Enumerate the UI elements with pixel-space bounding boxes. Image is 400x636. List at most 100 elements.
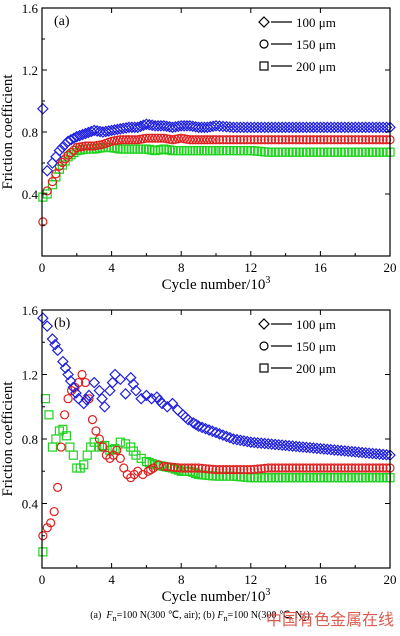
series-0-point bbox=[190, 418, 202, 431]
series-2-point bbox=[179, 146, 189, 156]
legend-entry: 200 μm bbox=[296, 361, 336, 376]
series-0-point bbox=[41, 164, 54, 177]
series-1-point bbox=[263, 135, 273, 145]
series-0-point bbox=[166, 397, 179, 410]
series-0-point bbox=[318, 443, 330, 455]
series-0-point bbox=[124, 371, 137, 384]
series-0-point bbox=[279, 439, 292, 452]
series-0-point bbox=[56, 141, 69, 154]
series-1-point bbox=[124, 135, 134, 145]
series-1-point bbox=[214, 465, 225, 475]
x-tick-label: 4 bbox=[108, 572, 115, 587]
series-1-point bbox=[340, 135, 350, 145]
series-2-point bbox=[199, 146, 209, 156]
series-1-point bbox=[214, 135, 225, 145]
legend-entry: 100 μm bbox=[296, 317, 336, 332]
y-tick-label: 1.6 bbox=[22, 1, 39, 16]
series-0-point bbox=[248, 436, 261, 449]
series-1-point bbox=[333, 463, 343, 473]
series-0-point bbox=[352, 121, 365, 134]
series-1-point bbox=[153, 133, 163, 143]
plot-frame bbox=[41, 309, 391, 569]
series-0-point bbox=[241, 435, 254, 448]
series-1-point bbox=[130, 135, 140, 145]
series-0-point bbox=[359, 121, 372, 134]
x-tick-label: 20 bbox=[384, 572, 397, 587]
series-0-point bbox=[356, 446, 369, 459]
series-0-point bbox=[297, 441, 309, 453]
series-1-point bbox=[357, 135, 367, 145]
y-axis-label: Friction coefficient bbox=[0, 74, 16, 190]
series-0-point bbox=[314, 442, 327, 455]
series-0-point bbox=[293, 440, 306, 453]
series-1-point bbox=[121, 135, 131, 145]
series-0-point bbox=[196, 421, 208, 434]
series-0-point bbox=[349, 446, 362, 458]
series-1-point bbox=[364, 463, 374, 473]
series-1-point bbox=[185, 135, 195, 145]
series-0-point bbox=[156, 397, 168, 410]
series-0-point bbox=[300, 441, 313, 454]
series-2-point bbox=[136, 453, 146, 463]
series-0-point bbox=[300, 121, 313, 134]
series-1-point bbox=[374, 463, 385, 473]
series-1-point bbox=[256, 464, 266, 474]
series-0-point bbox=[373, 448, 386, 461]
series-1-point bbox=[218, 135, 228, 145]
caption-b-end: ) bbox=[306, 610, 310, 621]
caption-b-sub2: 2 bbox=[302, 614, 307, 623]
series-0-point bbox=[276, 439, 288, 451]
series-0-point bbox=[373, 121, 386, 134]
series-1-point bbox=[94, 434, 105, 444]
series-1-point bbox=[235, 465, 245, 475]
series-0-point bbox=[279, 121, 292, 134]
series-1-point bbox=[180, 463, 190, 473]
series-0-point bbox=[251, 437, 264, 449]
series-1-point bbox=[86, 141, 96, 151]
series-0-point bbox=[234, 121, 247, 134]
series-1-point bbox=[301, 135, 312, 145]
series-1-point bbox=[221, 465, 232, 475]
series-1-point bbox=[267, 135, 277, 145]
series-0-point bbox=[286, 440, 299, 452]
series-1-point bbox=[343, 463, 353, 473]
series-0-point bbox=[70, 130, 83, 143]
series-0-point bbox=[227, 433, 240, 445]
series-1-point bbox=[364, 135, 374, 145]
series-1-point bbox=[329, 463, 339, 473]
series-0-point bbox=[356, 121, 369, 134]
series-2-point bbox=[38, 547, 48, 557]
series-1-point bbox=[242, 465, 252, 475]
series-0-point bbox=[377, 448, 389, 461]
x-axis-label: Cycle number/103 bbox=[162, 587, 271, 605]
series-1-point bbox=[312, 135, 322, 145]
series-1-point bbox=[225, 135, 235, 145]
chart-panel-a: 0 4 8 12 16 20 0.4 0.8 1.2 1.6 (a) Cycle number/103… bbox=[0, 1, 397, 293]
x-tick-label: 16 bbox=[314, 572, 328, 587]
series-1-point bbox=[371, 135, 381, 145]
series-1-point bbox=[166, 462, 176, 472]
series-0-point bbox=[192, 420, 205, 432]
series-1-point bbox=[51, 169, 61, 179]
series-1-point bbox=[83, 141, 94, 151]
y-tick-label: 0.8 bbox=[22, 432, 38, 447]
series-1-point bbox=[267, 463, 277, 473]
series-0-point bbox=[338, 121, 351, 134]
series-0-point bbox=[328, 121, 341, 134]
legend-entry: 150 μm bbox=[296, 339, 336, 354]
series-1-point bbox=[146, 465, 156, 475]
series-1-point bbox=[87, 415, 98, 425]
series-0-point bbox=[83, 389, 95, 402]
series-0-point bbox=[120, 122, 132, 134]
series-0-point bbox=[237, 435, 250, 447]
series-0-point bbox=[272, 121, 285, 134]
series-1-point bbox=[211, 135, 221, 145]
watermark-logo: 中国有色金属在线 bbox=[265, 610, 394, 629]
series-1-point bbox=[144, 133, 154, 143]
series-1-point bbox=[66, 148, 76, 158]
series-0-point bbox=[64, 375, 77, 387]
series-0-point bbox=[135, 392, 148, 405]
series-2-point bbox=[68, 450, 78, 460]
series-0-point bbox=[220, 430, 233, 443]
series-0-point bbox=[297, 121, 309, 134]
